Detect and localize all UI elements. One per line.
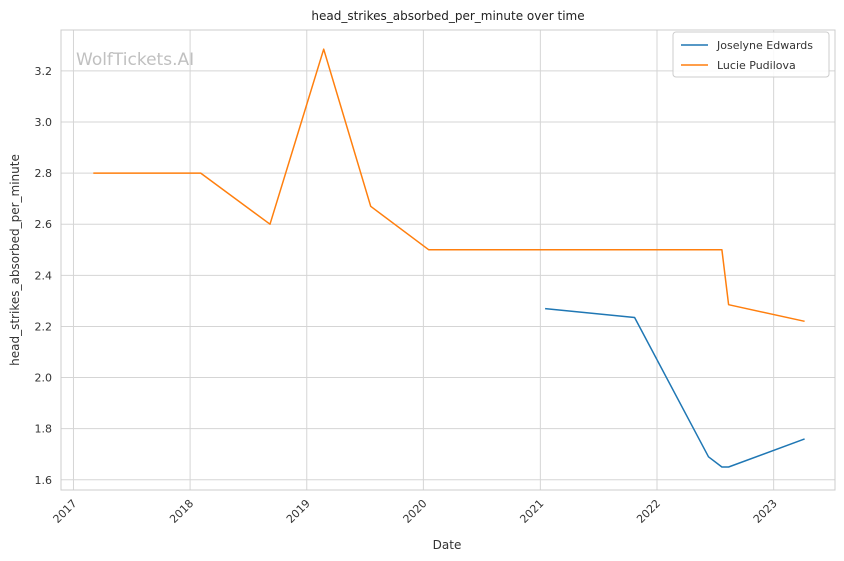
y-tick-label: 1.8 <box>35 423 53 436</box>
x-axis-title: Date <box>433 538 462 552</box>
y-tick-label: 2.4 <box>35 269 53 282</box>
watermark-text: WolfTickets.AI <box>76 50 194 70</box>
series-layer <box>93 48 805 468</box>
legend-label: Joselyne Edwards <box>716 39 813 52</box>
legend: Joselyne Edwards Lucie Pudilova <box>672 31 830 78</box>
y-axis-title: head_strikes_absorbed_per_minute <box>8 154 22 366</box>
grid-layer <box>61 30 835 490</box>
series-line-joselyne-edwards <box>545 307 805 468</box>
y-tick-label: 3.2 <box>35 65 53 78</box>
chart-title: head_strikes_absorbed_per_minute over ti… <box>311 9 584 23</box>
plot-frame <box>60 29 836 491</box>
y-tick-label: 2.6 <box>35 218 53 231</box>
y-tick-label: 2.8 <box>35 167 53 180</box>
y-tick-label: 3.0 <box>35 116 53 129</box>
y-tick-label: 2.2 <box>35 320 53 333</box>
y-tick-label: 2.0 <box>35 372 53 385</box>
y-tick-labels: 1.6 1.8 2.0 2.2 2.4 2.6 2.8 3.0 3.2 <box>35 65 53 487</box>
y-tick-label: 1.6 <box>35 474 53 487</box>
legend-label: Lucie Pudilova <box>717 59 796 72</box>
legend-box <box>672 31 830 78</box>
